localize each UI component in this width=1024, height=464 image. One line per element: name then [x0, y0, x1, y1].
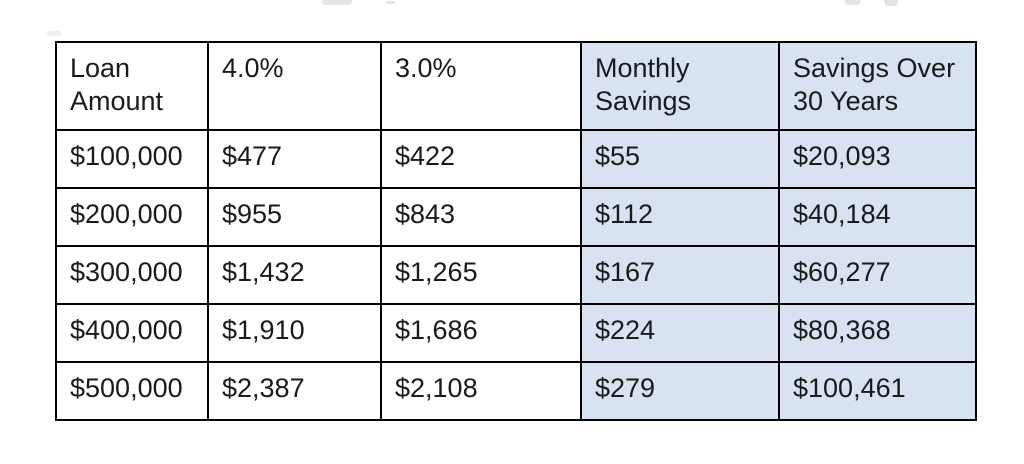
cropped-text-artifact	[322, 0, 352, 5]
header-cell-monthly-savings: Monthly Savings	[580, 41, 780, 131]
cropped-text-artifact	[845, 0, 861, 5]
table-row: $100,000 $477 $422 $55 $20,093	[55, 129, 977, 189]
cropped-text-artifact	[385, 1, 396, 4]
table-cell: $1,265	[380, 245, 582, 305]
table-cell: $20,093	[778, 129, 977, 189]
table-cell: $1,910	[207, 303, 382, 363]
table-cell: $55	[580, 129, 780, 189]
cropped-text-artifact	[884, 0, 898, 6]
table-cell: $955	[207, 187, 382, 247]
header-row: Loan Amount 4.0% 3.0% Monthly Savings Sa…	[55, 41, 977, 131]
table-cell: $477	[207, 129, 382, 189]
table-row: $200,000 $955 $843 $112 $40,184	[55, 187, 977, 247]
table-cell: $80,368	[778, 303, 977, 363]
table-cell: $100,461	[778, 361, 977, 421]
table-cell: $60,277	[778, 245, 977, 305]
table-row: $400,000 $1,910 $1,686 $224 $80,368	[55, 303, 977, 363]
table-cell: $400,000	[55, 303, 209, 363]
table-cell: $422	[380, 129, 582, 189]
table-cell: $2,108	[380, 361, 582, 421]
loan-refinance-savings-table: Loan Amount 4.0% 3.0% Monthly Savings Sa…	[55, 41, 977, 421]
table-cell: $40,184	[778, 187, 977, 247]
table-cell: $112	[580, 187, 780, 247]
table-cell: $100,000	[55, 129, 209, 189]
table-cell: $279	[580, 361, 780, 421]
table-cell: $2,387	[207, 361, 382, 421]
table-cell: $843	[380, 187, 582, 247]
table-cell: $167	[580, 245, 780, 305]
header-cell-rate-3-0: 3.0%	[380, 41, 582, 131]
table-row: $500,000 $2,387 $2,108 $279 $100,461	[55, 361, 977, 421]
table-cell: $500,000	[55, 361, 209, 421]
table-row: $300,000 $1,432 $1,265 $167 $60,277	[55, 245, 977, 305]
header-cell-loan-amount: Loan Amount	[55, 41, 209, 131]
header-cell-savings-over-30-years: Savings Over 30 Years	[778, 41, 977, 131]
table-cell: $1,686	[380, 303, 582, 363]
table-cell: $1,432	[207, 245, 382, 305]
table-cell: $200,000	[55, 187, 209, 247]
header-cell-rate-4-0: 4.0%	[207, 41, 382, 131]
cropped-text-artifact	[47, 31, 61, 36]
table-cell: $300,000	[55, 245, 209, 305]
table-cell: $224	[580, 303, 780, 363]
